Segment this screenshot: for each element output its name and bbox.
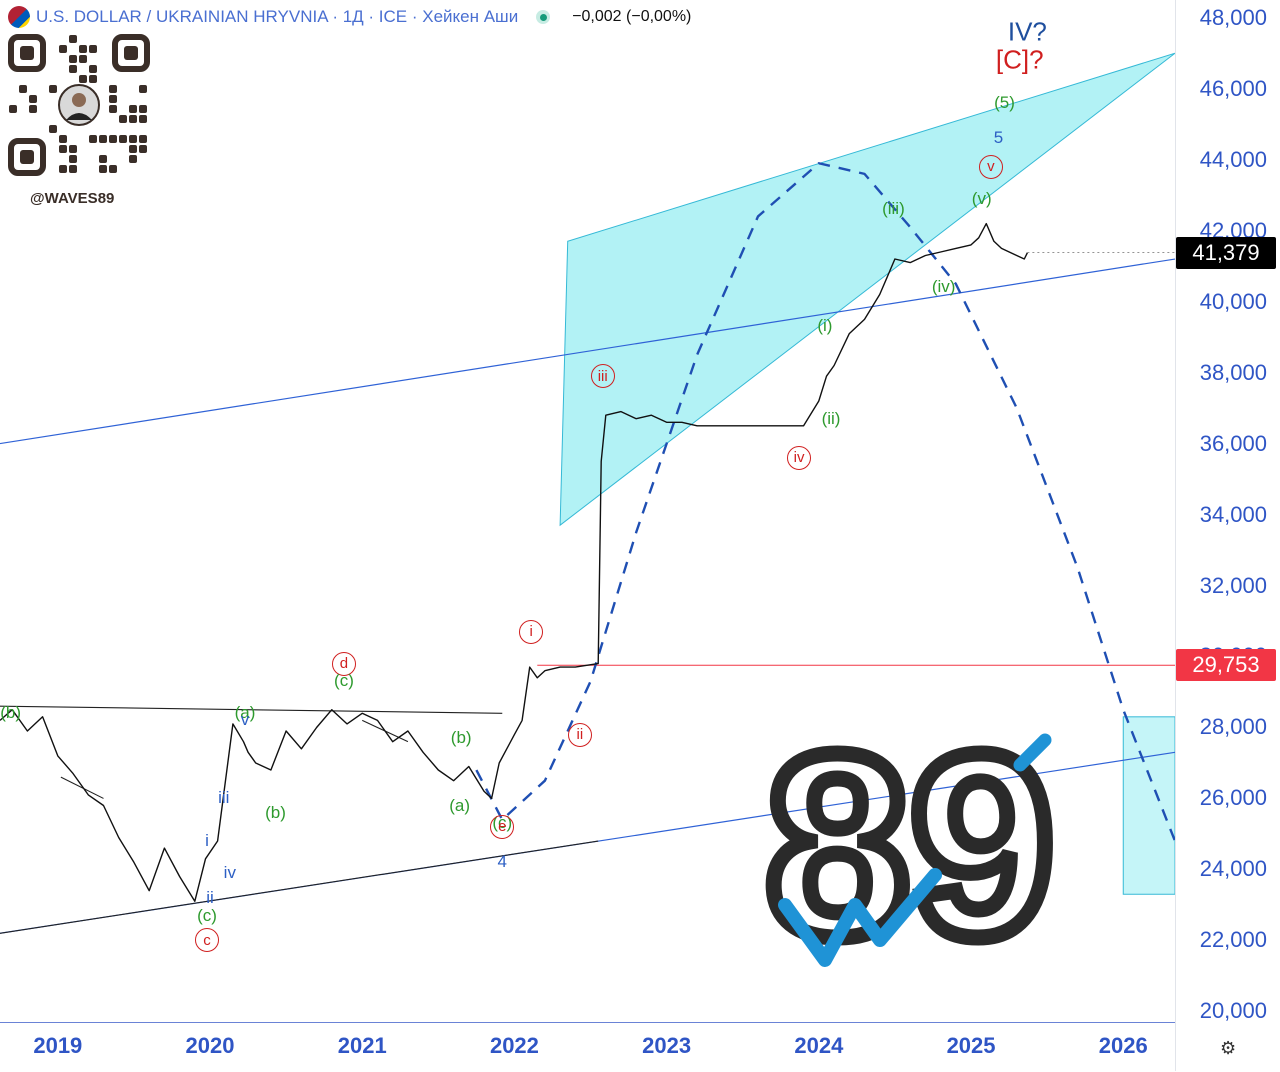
symbol-title[interactable]: U.S. DOLLAR / UKRAINIAN HRYVNIA · 1Д · I… — [36, 7, 519, 26]
wave-label: (a) — [234, 703, 256, 723]
y-tick-label: 28,000 — [1199, 714, 1267, 740]
y-tick-label: 32,000 — [1199, 572, 1267, 598]
wave-label: IV? — [1007, 16, 1047, 47]
wave-label: i — [205, 831, 209, 851]
y-tick-label: 46,000 — [1199, 75, 1267, 101]
wave-label: ii — [206, 887, 214, 907]
wave-label: (ii) — [821, 408, 841, 428]
wave-label: e — [490, 814, 515, 839]
trend-line-1 — [0, 840, 599, 934]
wave-label: iv — [223, 862, 236, 882]
watermark-wave-icon — [778, 868, 942, 967]
wave-label: (b) — [0, 703, 22, 723]
time-axis[interactable]: 2019 2020 2021 2022 2023 2024 2025 2026 — [0, 1022, 1175, 1072]
y-tick-label: 40,000 — [1199, 288, 1267, 314]
target-zone-1 — [1122, 716, 1175, 895]
wave-label: (i) — [817, 316, 833, 336]
author-handle: @WAVES89 — [30, 190, 115, 207]
wave-label: (c) — [334, 671, 354, 691]
wave-label: iv — [787, 445, 812, 470]
trend-line-2 — [60, 776, 104, 799]
wave-label: c — [194, 928, 219, 953]
x-tick-label: 2021 — [337, 1033, 387, 1058]
y-tick-label: 44,000 — [1199, 146, 1267, 172]
x-tick-label: 2023 — [642, 1033, 692, 1058]
x-tick-label: 2024 — [794, 1033, 844, 1058]
wave-label: v — [240, 710, 250, 730]
target-zone-0 — [559, 52, 1175, 527]
trend-line-0 — [0, 705, 503, 714]
settings-icon[interactable]: ⚙ — [1220, 1038, 1237, 1058]
price-change: −0,002 (−0,00%) — [572, 8, 692, 25]
x-tick-label: 2025 — [946, 1033, 996, 1058]
wave-label: iii — [218, 788, 230, 808]
wave-label: iii — [590, 364, 615, 389]
channel-line-0 — [0, 258, 1175, 445]
wave-label: (v) — [971, 188, 992, 208]
x-tick-label: 2022 — [489, 1033, 539, 1058]
y-tick-label: 24,000 — [1199, 856, 1267, 882]
y-tick-label: 48,000 — [1199, 4, 1267, 30]
qr-code-icon — [8, 34, 150, 176]
x-tick-label: 2026 — [1098, 1033, 1148, 1058]
wave-label: (iv) — [931, 277, 956, 297]
watermark-accent-icon — [1013, 733, 1052, 772]
wave-label: d — [331, 651, 356, 676]
level-price-tag: 29,753 — [1176, 649, 1276, 682]
y-tick-label: 36,000 — [1199, 430, 1267, 456]
y-tick-label: 22,000 — [1199, 927, 1267, 953]
y-tick-label: 38,000 — [1199, 359, 1267, 385]
wave-label: v — [978, 154, 1003, 179]
wave-label: ii — [567, 722, 592, 747]
wave-label: (5) — [994, 92, 1015, 112]
wave-label: (c) — [197, 905, 217, 925]
wave-label: (a) — [449, 795, 471, 815]
price-line — [0, 222, 1029, 902]
y-tick-label: 26,000 — [1199, 785, 1267, 811]
wave-label: [C]? — [995, 44, 1044, 75]
current-price-tag: 41,379 — [1176, 236, 1276, 269]
price-chart[interactable]: 89 — [0, 0, 1175, 1022]
price-axis[interactable]: 48,000 46,000 44,000 42,000 40,000 38,000 36,0… — [1175, 0, 1280, 1071]
wave-label: (b) — [265, 802, 286, 822]
wave-label: i — [519, 619, 544, 644]
market-status-icon — [536, 10, 551, 24]
wave-label: (iii) — [882, 199, 905, 219]
y-tick-label: 34,000 — [1199, 501, 1267, 527]
x-tick-label: 2020 — [185, 1033, 235, 1058]
wave-label: (b) — [450, 728, 472, 748]
chart-header: U.S. DOLLAR / UKRAINIAN HRYVNIA · 1Д · I… — [0, 0, 1175, 34]
x-tick-label: 2019 — [33, 1033, 83, 1058]
y-tick-label: 20,000 — [1199, 998, 1267, 1024]
wave-label: 5 — [993, 128, 1004, 148]
projection-path — [475, 162, 1175, 842]
wave-label: 4 — [497, 852, 507, 872]
currency-flag-icon — [8, 6, 30, 28]
